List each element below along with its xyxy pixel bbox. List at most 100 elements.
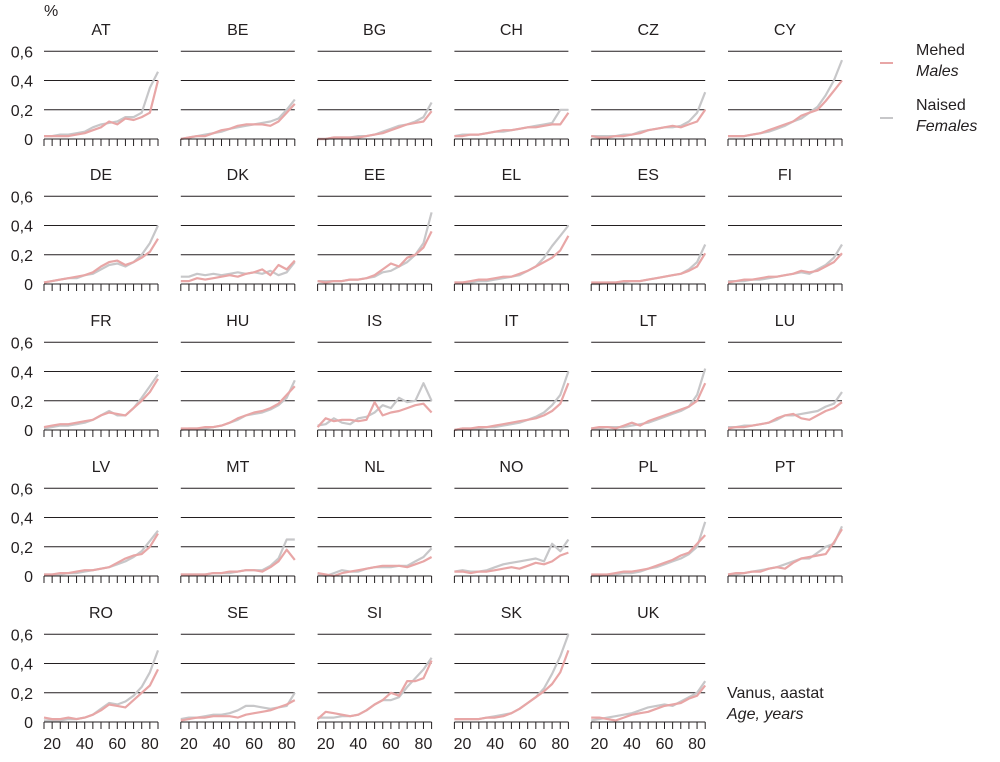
series-line-males-uk: [591, 684, 707, 722]
y-tick-label: 0: [24, 423, 33, 440]
y-tick-label: 0,6: [11, 335, 33, 352]
series-line-males-fr: [43, 378, 159, 429]
panel-title-lv: LV: [92, 459, 111, 476]
series-line-males-sk: [454, 650, 570, 721]
x-tick-label: 80: [278, 736, 296, 753]
series-line-females-ro: [44, 650, 160, 722]
legend-label-females: Naised Females: [916, 95, 977, 137]
series-line-males-it: [454, 382, 570, 432]
panel-title-is: IS: [367, 313, 382, 330]
series-line-females-dk: [180, 261, 296, 278]
series-line-females-de: [43, 225, 159, 284]
panel-title-se: SE: [227, 605, 248, 622]
panel-title-si: SI: [367, 605, 382, 622]
series-line-males-si: [316, 660, 433, 720]
series-line-females-at: [44, 71, 159, 138]
panel-title-it: IT: [504, 313, 518, 330]
series-line-males-ee: [317, 230, 433, 284]
series-line-females-lt: [591, 368, 707, 430]
panel-title-ch: CH: [500, 22, 523, 39]
series-line-females-se: [180, 692, 296, 721]
x-tick-label: 60: [245, 736, 263, 753]
x-tick-label: 60: [382, 736, 400, 753]
panel-title-nl: NL: [364, 459, 385, 476]
series-line-females-ee: [317, 212, 433, 283]
series-line-females-nl: [317, 547, 433, 578]
series-line-males-is: [316, 401, 433, 428]
panel-title-hu: HU: [226, 313, 249, 330]
panel-title-cz: CZ: [638, 22, 660, 39]
series-line-females-lu: [728, 391, 843, 429]
panel-title-no: NO: [499, 459, 523, 476]
legend-swatch-males: [880, 62, 893, 64]
y-tick-label: 0,4: [11, 74, 33, 91]
y-tick-label: 0: [24, 277, 33, 294]
legend-item-females: Naised Females: [880, 95, 1000, 145]
panel-title-uk: UK: [637, 605, 660, 622]
series-line-females-ch: [454, 108, 569, 138]
panel-title-ro: RO: [89, 605, 113, 622]
y-tick-label: 0,2: [11, 394, 33, 411]
legend-swatch-females: [880, 117, 893, 119]
y-tick-label: 0,6: [11, 44, 33, 61]
x-tick-label: 20: [317, 736, 335, 753]
x-tick-label: 60: [519, 736, 537, 753]
series-line-females-sk: [454, 633, 570, 721]
panel-title-fr: FR: [90, 313, 111, 330]
series-line-males-de: [43, 238, 159, 284]
y-unit-label: %: [44, 3, 59, 20]
x-axis-note-en: Age, years: [727, 706, 804, 723]
x-tick-label: 40: [349, 736, 367, 753]
series-line-females-si: [317, 657, 433, 719]
x-tick-label: 40: [213, 736, 231, 753]
panel-title-pl: PL: [638, 459, 658, 476]
series-line-males-lv: [44, 533, 159, 576]
y-tick-label: 0,6: [11, 627, 33, 644]
series-line-males-at: [44, 80, 160, 138]
series-line-males-cz: [591, 109, 707, 139]
series-line-males-fi: [727, 252, 843, 284]
x-tick-label: 40: [486, 736, 504, 753]
series-line-males-be: [180, 103, 296, 141]
series-line-males-el: [454, 235, 570, 284]
panel-title-de: DE: [90, 167, 112, 184]
y-tick-label: 0: [24, 715, 33, 732]
y-tick-label: 0,2: [11, 103, 33, 120]
y-tick-label: 0,2: [11, 686, 33, 703]
y-tick-label: 0,4: [11, 219, 33, 236]
x-tick-label: 60: [108, 736, 126, 753]
panel-title-lu: LU: [775, 313, 795, 330]
panel-title-bg: BG: [363, 22, 386, 39]
panel-title-at: AT: [91, 22, 110, 39]
x-tick-label: 40: [623, 736, 641, 753]
y-tick-label: 0,6: [11, 481, 33, 498]
y-tick-label: 0: [24, 132, 33, 149]
x-tick-label: 20: [43, 736, 61, 753]
series-line-males-se: [180, 699, 296, 722]
x-tick-label: 20: [180, 736, 198, 753]
x-axis-note: Vanus, aastat Age, years: [727, 683, 824, 725]
legend-item-males: Mehed Males: [880, 40, 1000, 90]
x-axis-note-et: Vanus, aastat: [727, 685, 824, 702]
x-tick-label: 60: [656, 736, 674, 753]
panel-title-lt: LT: [639, 313, 657, 330]
series-line-males-bg: [317, 110, 433, 141]
legend-males-et: Mehed: [916, 42, 965, 59]
series-line-males-nl: [317, 556, 433, 578]
x-tick-label: 80: [551, 736, 569, 753]
series-line-males-es: [591, 252, 707, 284]
x-tick-label: 80: [415, 736, 433, 753]
panel-title-fi: FI: [778, 167, 792, 184]
series-line-males-lu: [727, 401, 843, 430]
series-line-males-ro: [43, 668, 159, 721]
series-line-females-el: [454, 224, 570, 284]
x-tick-label: 40: [76, 736, 94, 753]
y-tick-label: 0,6: [11, 189, 33, 206]
x-tick-label: 20: [590, 736, 608, 753]
y-tick-label: 0: [24, 569, 33, 586]
series-line-males-dk: [180, 259, 296, 283]
series-line-females-mt: [180, 538, 295, 576]
series-line-females-es: [591, 244, 707, 286]
panel-title-el: EL: [502, 167, 522, 184]
legend-females-et: Naised: [916, 97, 966, 114]
